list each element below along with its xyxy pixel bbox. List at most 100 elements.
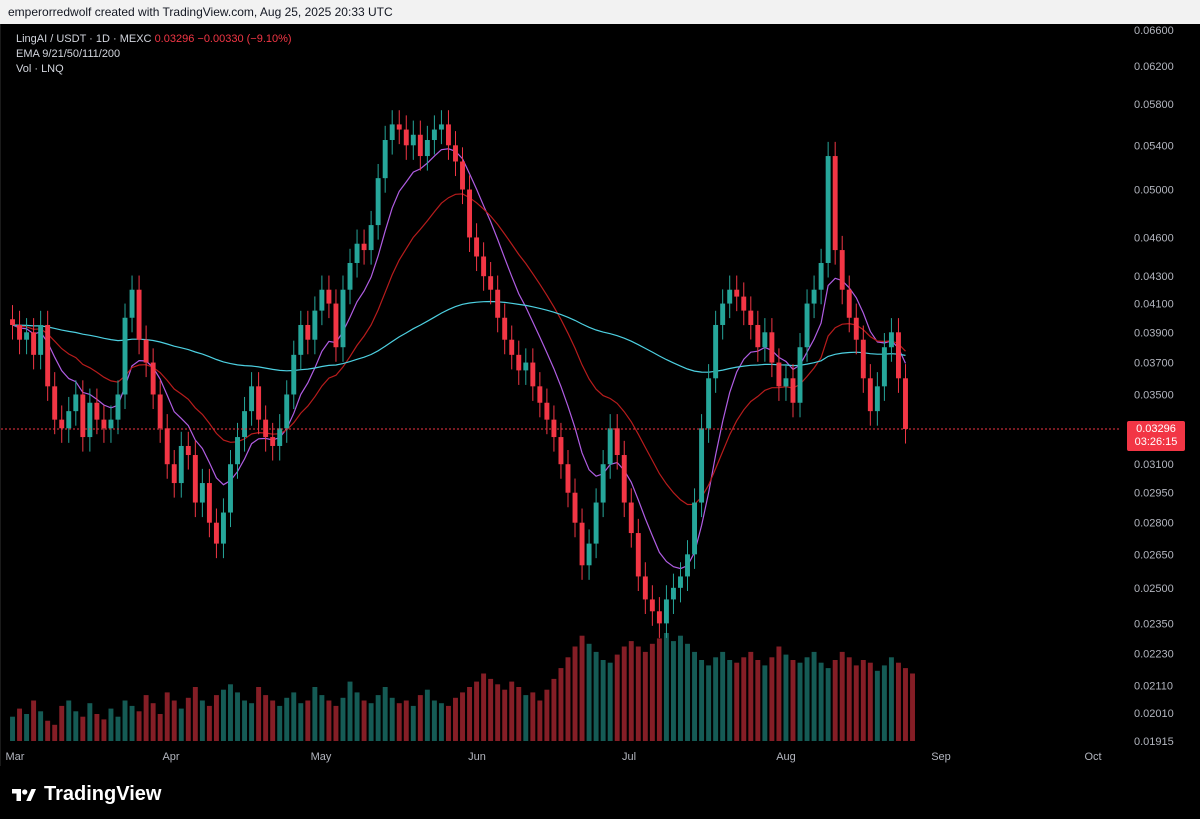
candle[interactable] <box>354 229 360 278</box>
candle[interactable] <box>319 275 325 326</box>
candle[interactable] <box>607 414 613 479</box>
candle[interactable] <box>818 248 824 305</box>
candle[interactable] <box>340 275 346 362</box>
candle[interactable] <box>396 110 402 145</box>
candle[interactable] <box>305 310 311 355</box>
candle[interactable] <box>867 364 873 426</box>
candle[interactable] <box>270 422 276 461</box>
candle[interactable] <box>171 450 177 498</box>
candle[interactable] <box>488 262 494 305</box>
chart-frame[interactable]: 0.06600 0.06200 0.05800 0.05400 0.05000 0.046… <box>0 24 1200 766</box>
candle[interactable] <box>481 242 487 291</box>
candle[interactable] <box>326 275 332 319</box>
candle[interactable] <box>256 372 262 435</box>
candle[interactable] <box>312 296 318 355</box>
candle[interactable] <box>699 414 705 518</box>
candle[interactable] <box>277 414 283 461</box>
candle[interactable] <box>762 318 768 362</box>
candle[interactable] <box>284 380 290 443</box>
candle[interactable] <box>206 468 212 538</box>
candle[interactable] <box>453 131 458 177</box>
candle[interactable] <box>586 529 592 580</box>
candle[interactable] <box>10 305 15 340</box>
candle[interactable] <box>860 325 866 393</box>
candle[interactable] <box>734 275 740 312</box>
candle[interactable] <box>431 115 437 155</box>
candle[interactable] <box>839 235 845 305</box>
candle[interactable] <box>228 450 233 528</box>
candle[interactable] <box>509 325 515 370</box>
candle[interactable] <box>706 364 712 443</box>
candle[interactable] <box>368 210 374 265</box>
candle[interactable] <box>727 275 733 319</box>
candle[interactable] <box>713 310 719 393</box>
candle[interactable] <box>235 422 240 479</box>
candle[interactable] <box>375 163 381 240</box>
candle[interactable] <box>895 318 901 393</box>
candle[interactable] <box>635 518 641 591</box>
candlestick-chart[interactable]: 0.06600 0.06200 0.05800 0.05400 0.05000 0.046… <box>1 24 1200 766</box>
candle[interactable] <box>467 175 473 252</box>
candle[interactable] <box>614 414 620 470</box>
candle[interactable] <box>108 405 114 443</box>
candle[interactable] <box>678 562 683 603</box>
candle[interactable] <box>122 303 128 410</box>
candle[interactable] <box>192 440 198 518</box>
candle[interactable] <box>628 488 634 548</box>
candle[interactable] <box>474 223 480 272</box>
candle[interactable] <box>881 333 887 401</box>
candle[interactable] <box>579 508 585 580</box>
candle[interactable] <box>502 303 508 355</box>
candle[interactable] <box>748 296 754 340</box>
candle[interactable] <box>389 110 395 155</box>
candle[interactable] <box>804 289 810 362</box>
candle[interactable] <box>45 310 51 401</box>
candle[interactable] <box>24 318 30 355</box>
candle[interactable] <box>17 310 23 355</box>
candle[interactable] <box>790 364 796 418</box>
candle[interactable] <box>720 289 726 340</box>
candle[interactable] <box>136 275 142 355</box>
candle[interactable] <box>656 597 662 638</box>
candle[interactable] <box>52 372 58 435</box>
candle[interactable] <box>101 405 107 443</box>
candle[interactable] <box>460 147 465 205</box>
candle[interactable] <box>621 440 627 518</box>
candle[interactable] <box>157 380 163 443</box>
candle[interactable] <box>410 120 416 160</box>
candle[interactable] <box>783 364 789 401</box>
candle[interactable] <box>572 478 578 538</box>
candle[interactable] <box>558 422 564 479</box>
candle[interactable] <box>811 275 817 319</box>
candle[interactable] <box>642 562 648 614</box>
candle[interactable] <box>73 380 79 426</box>
candle[interactable] <box>80 380 86 452</box>
candle[interactable] <box>424 125 430 171</box>
candle[interactable] <box>213 508 219 559</box>
candle[interactable] <box>565 450 571 508</box>
candle[interactable] <box>185 431 191 470</box>
candle[interactable] <box>874 372 880 426</box>
candle[interactable] <box>115 380 121 435</box>
candle[interactable] <box>888 318 894 362</box>
candle[interactable] <box>670 573 676 614</box>
candle[interactable] <box>903 364 908 444</box>
candle[interactable] <box>853 303 859 355</box>
candle[interactable] <box>129 275 135 333</box>
candle[interactable] <box>94 388 100 435</box>
candle[interactable] <box>663 585 669 638</box>
candle[interactable] <box>516 340 522 385</box>
candle[interactable] <box>31 318 37 370</box>
candle[interactable] <box>769 318 775 378</box>
candle[interactable] <box>164 414 170 479</box>
candle[interactable] <box>87 388 93 452</box>
candle[interactable] <box>445 110 451 160</box>
candle[interactable] <box>593 488 599 559</box>
candle[interactable] <box>143 325 149 378</box>
candle[interactable] <box>438 110 444 145</box>
candle[interactable] <box>38 310 44 370</box>
candle[interactable] <box>347 248 353 305</box>
candle[interactable] <box>537 372 543 418</box>
candle[interactable] <box>403 115 409 160</box>
candle[interactable] <box>178 431 184 498</box>
